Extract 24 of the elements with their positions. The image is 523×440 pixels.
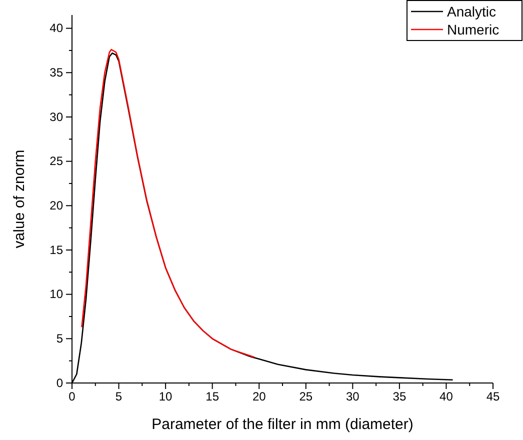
- x-tick-label: 5: [115, 390, 122, 404]
- x-tick-label: 20: [252, 390, 266, 404]
- y-tick-label: 25: [50, 154, 64, 168]
- y-tick-label: 20: [50, 198, 64, 212]
- y-tick-label: 5: [56, 332, 64, 346]
- x-tick-label: 0: [68, 390, 76, 404]
- y-tick-label: 30: [50, 110, 64, 124]
- y-tick-label: 35: [50, 65, 64, 80]
- legend-label: Numeric: [447, 22, 500, 38]
- x-tick-label: 30: [346, 390, 360, 404]
- y-tick-label: 10: [50, 287, 64, 302]
- y-tick-label: 0: [56, 376, 64, 390]
- x-tick-label: 15: [206, 390, 220, 404]
- x-tick-label: 45: [486, 390, 500, 404]
- y-axis-title: value of znorm: [11, 150, 28, 248]
- y-tick-label: 40: [50, 21, 64, 36]
- x-axis-title: Parameter of the filter in mm (diameter): [152, 416, 414, 433]
- x-tick-label: 40: [440, 390, 454, 404]
- y-tick-label: 15: [50, 242, 64, 257]
- legend-label: Analytic: [447, 4, 496, 20]
- line-series: [81, 48, 256, 358]
- x-tick-label: 25: [299, 390, 313, 404]
- x-tick-label: 10: [158, 390, 173, 404]
- x-tick-label: 35: [392, 390, 406, 404]
